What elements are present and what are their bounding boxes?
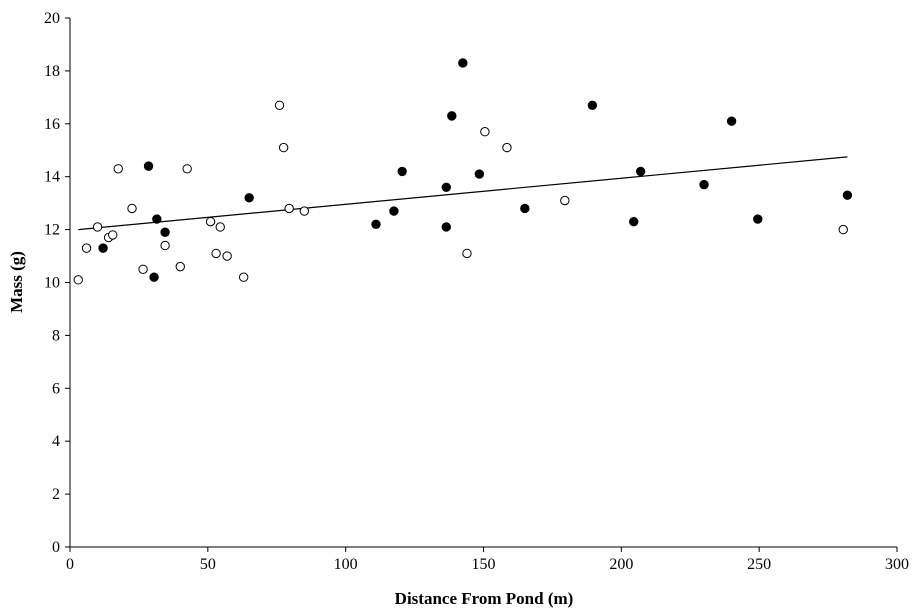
open-data-point [138,264,148,274]
filled-data-point [629,216,639,227]
y-tick-label: 18 [44,63,60,80]
open-data-point [175,261,185,272]
open-data-point [92,222,103,232]
open-data-point [502,142,512,153]
open-data-point [81,243,92,253]
filled-data-point [441,222,451,232]
open-data-point [284,203,294,214]
y-tick-label: 10 [44,275,60,292]
open-data-point [299,206,310,216]
filled-data-point [587,100,598,110]
open-data-point [215,222,225,232]
y-tick-label: 16 [44,116,60,133]
y-tick-label: 0 [52,539,60,556]
open-data-point [160,240,170,251]
open-data-point [211,248,221,259]
y-tick-label: 12 [44,222,60,239]
filled-data-point [726,116,737,126]
x-tick-label: 200 [609,556,633,573]
filled-data-point [160,227,170,237]
open-data-point [127,203,137,214]
trendline [78,156,848,231]
filled-data-point [397,166,407,177]
x-tick-label: 250 [747,556,771,573]
open-data-point [560,195,570,206]
open-data-point [113,164,123,174]
x-tick-label: 300 [885,556,909,573]
open-data-point [274,100,285,110]
filled-data-point [149,272,159,282]
x-tick-label: 0 [66,556,74,573]
data-points [73,58,853,285]
filled-data-point [753,214,763,224]
filled-data-point [520,203,530,214]
axes [65,17,898,552]
y-tick-label: 14 [44,169,60,186]
filled-data-point [98,243,108,253]
y-tick-label: 4 [52,433,60,450]
filled-data-point [699,179,709,190]
open-data-point [462,248,472,259]
filled-data-point [152,214,162,224]
open-data-point [205,216,216,227]
filled-data-point [244,193,254,203]
open-data-point [838,224,848,235]
open-data-point [222,251,232,261]
filled-data-point [447,111,457,121]
x-axis-title: Distance From Pond (m) [395,589,574,608]
open-data-point [108,230,118,240]
open-data-point [182,164,192,174]
filled-data-point [635,166,646,177]
x-tick-label: 150 [472,556,496,573]
filled-data-point [441,182,451,192]
x-tick-label: 50 [200,556,216,573]
y-axis-title: Mass (g) [7,251,26,313]
y-tick-label: 8 [52,327,60,344]
open-data-point [238,272,249,282]
filled-data-point [143,161,154,171]
open-data-point [278,142,289,153]
open-data-point [480,127,490,137]
filled-data-point [458,58,468,68]
trendline-group [78,156,848,231]
y-tick-label: 6 [52,380,60,397]
filled-data-point [474,169,485,179]
y-tick-label: 2 [52,486,60,503]
filled-data-point [371,219,381,230]
filled-data-point [842,190,853,200]
x-tick-label: 100 [334,556,358,573]
y-tick-label: 20 [44,10,60,27]
open-data-point [73,275,83,285]
filled-data-point [389,206,399,216]
